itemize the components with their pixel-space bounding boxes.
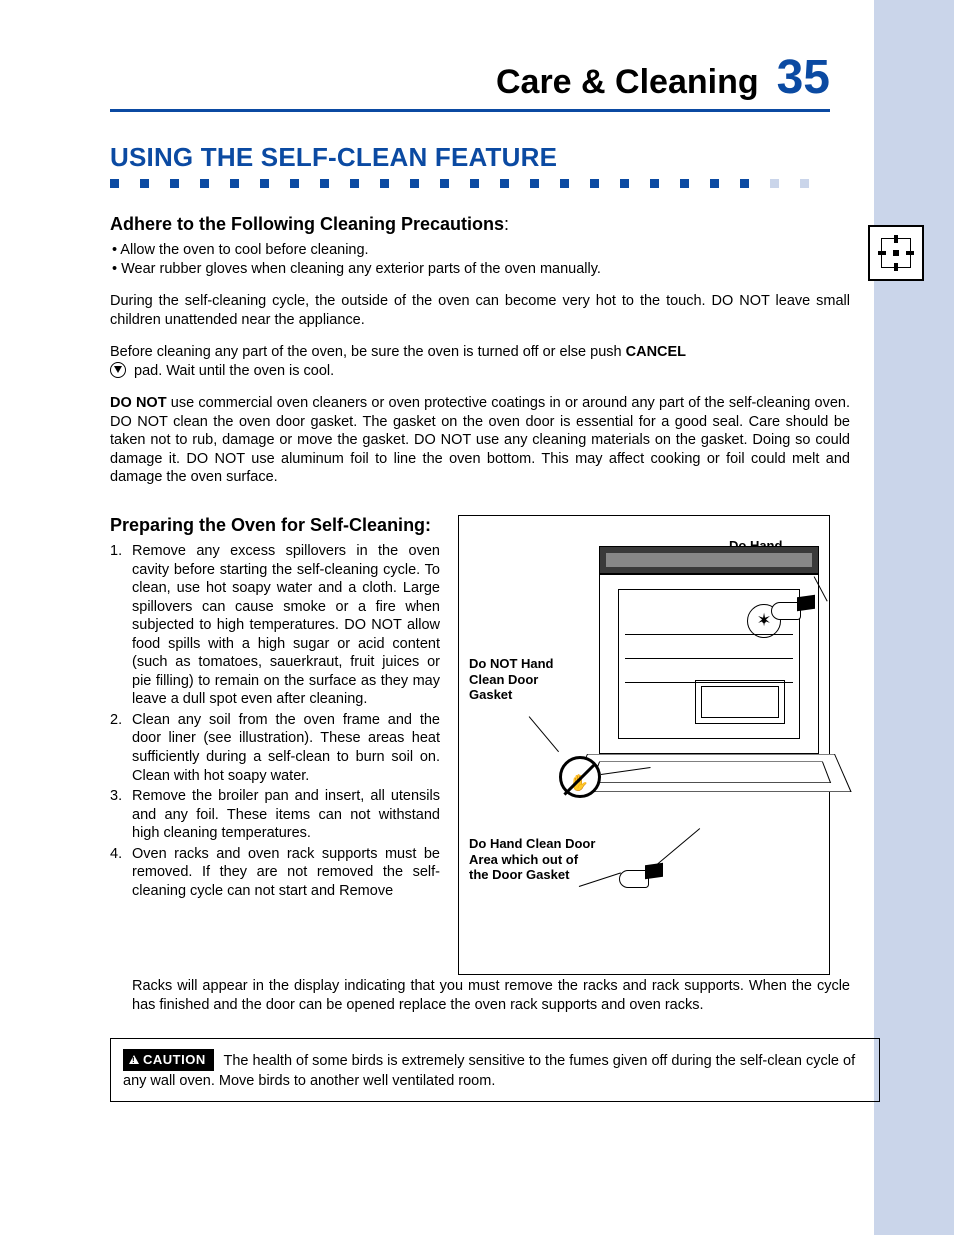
right-sidebar bbox=[874, 0, 954, 1235]
caution-badge: CAUTION bbox=[123, 1049, 214, 1071]
figure-label-door-area: Do Hand Clean Door Area which out of the… bbox=[469, 836, 599, 883]
oven-drawing bbox=[599, 546, 819, 816]
preparing-heading: Preparing the Oven for Self-Cleaning: bbox=[110, 515, 440, 536]
dotted-divider bbox=[110, 179, 830, 188]
chapter-title: Care & Cleaning bbox=[496, 63, 759, 102]
section-heading: USING THE SELF-CLEAN FEATURE bbox=[110, 142, 830, 173]
cancel-icon bbox=[110, 362, 126, 378]
caution-text: The health of some birds is extremely se… bbox=[123, 1053, 855, 1089]
steps-list: Remove any excess spillovers in the oven… bbox=[110, 542, 440, 900]
figure-label-gasket: Do NOT Hand Clean Door Gasket bbox=[469, 656, 579, 703]
hand-icon bbox=[771, 596, 815, 624]
hand-icon bbox=[619, 864, 663, 892]
page-number: 35 bbox=[777, 50, 830, 105]
step-continuation: Racks will appear in the display indicat… bbox=[110, 977, 850, 1014]
step-item: Clean any soil from the oven frame and t… bbox=[110, 711, 440, 785]
prohibit-icon: ✋ bbox=[559, 756, 601, 798]
caution-box: CAUTION The health of some birds is extr… bbox=[110, 1038, 880, 1102]
step-item: Remove any excess spillovers in the oven… bbox=[110, 542, 440, 709]
precaution-bullet: • Allow the oven to cool before cleaning… bbox=[112, 241, 850, 260]
paragraph: DO NOT use commercial oven cleaners or o… bbox=[110, 394, 850, 487]
paragraph: During the self-cleaning cycle, the outs… bbox=[110, 292, 850, 329]
precaution-bullet: • Wear rubber gloves when cleaning any e… bbox=[112, 260, 850, 279]
step-item: Remove the broiler pan and insert, all u… bbox=[110, 787, 440, 843]
oven-illustration: Do Hand Clean Frame Do NOT Hand Clean Do… bbox=[458, 515, 830, 975]
chapter-header: Care & Cleaning 35 bbox=[110, 50, 830, 112]
precautions-heading: Adhere to the Following Cleaning Precaut… bbox=[110, 214, 850, 235]
step-item: Oven racks and oven rack supports must b… bbox=[110, 845, 440, 901]
self-clean-icon bbox=[868, 225, 924, 281]
paragraph: Before cleaning any part of the oven, be… bbox=[110, 343, 850, 380]
